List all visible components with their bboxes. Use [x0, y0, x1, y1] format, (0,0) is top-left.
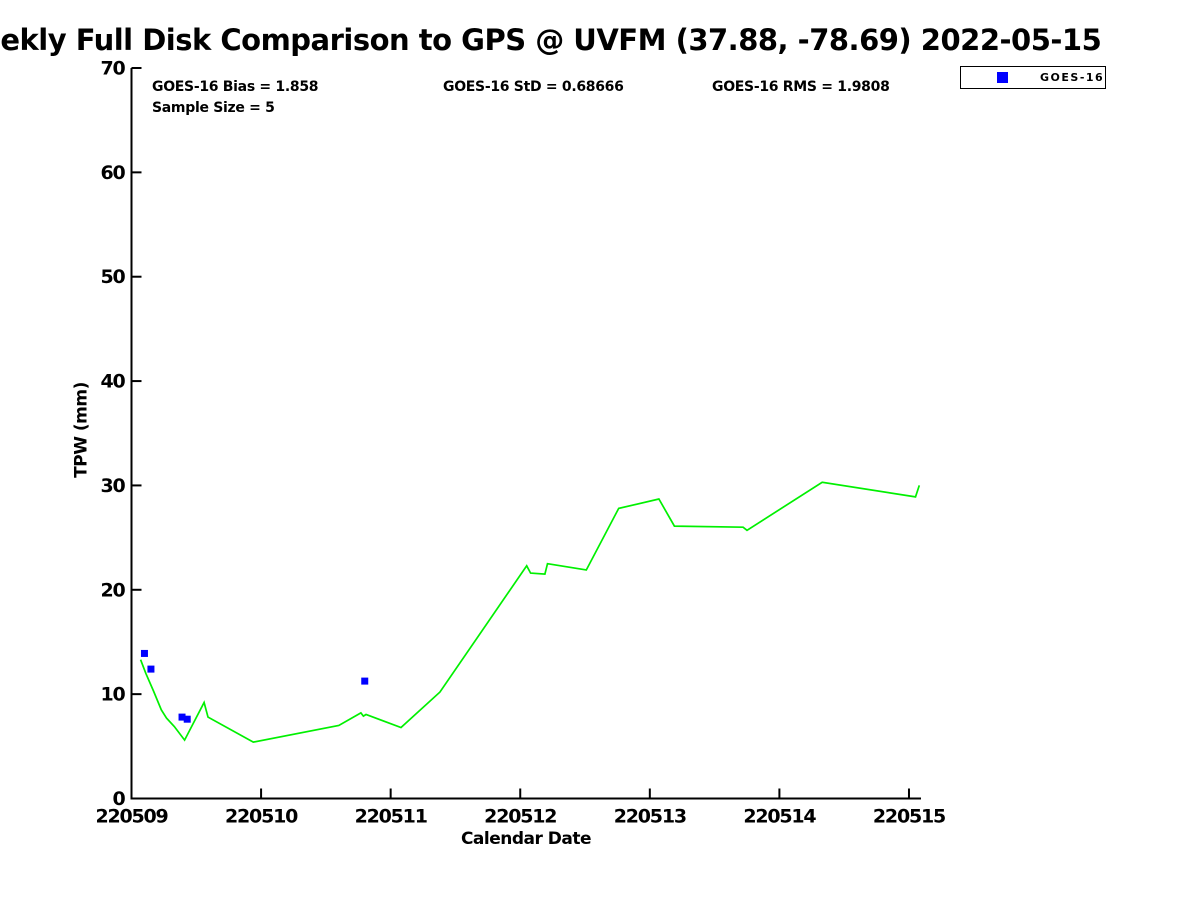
y-tick-label: 60 — [100, 162, 125, 184]
y-tick-label: 40 — [100, 371, 125, 393]
x-tick-label: 220510 — [225, 806, 298, 828]
axis-spines — [130, 68, 921, 800]
goes16-point — [183, 715, 191, 723]
stat-sample-size: Sample Size = 5 — [152, 100, 275, 116]
stat-bias: GOES-16 Bias = 1.858 — [152, 79, 319, 95]
legend-box: GOES-16 — [960, 66, 1106, 89]
goes16-point — [140, 649, 148, 657]
x-tick-label: 220514 — [743, 806, 816, 828]
x-tick-label: 220511 — [355, 806, 427, 828]
x-axis-label: Calendar Date — [460, 829, 592, 849]
x-tick-label: 220513 — [614, 806, 686, 828]
goes16-square-marker-icon — [997, 72, 1008, 83]
legend-label-goes16: GOES-16 — [1040, 71, 1105, 84]
stat-std: GOES-16 StD = 0.68666 — [443, 79, 624, 95]
y-tick-label: 0 — [112, 788, 125, 810]
x-tick-label: 220509 — [95, 806, 167, 828]
x-tick-label: 220512 — [484, 806, 556, 828]
y-tick-label: 50 — [100, 266, 125, 288]
y-tick-label: 30 — [100, 475, 125, 497]
goes16-point — [178, 713, 186, 721]
y-tick-label: 20 — [100, 579, 125, 601]
goes16-point — [361, 677, 369, 685]
goes16-point — [147, 665, 155, 673]
y-tick-label: 70 — [100, 58, 125, 80]
chart-title: Weekly Full Disk Comparison to GPS @ UVF… — [0, 23, 1102, 57]
y-tick-label: 10 — [100, 684, 125, 706]
gps-line — [139, 481, 921, 743]
stat-rms: GOES-16 RMS = 1.9808 — [712, 79, 890, 95]
x-tick-label: 220515 — [873, 806, 945, 828]
